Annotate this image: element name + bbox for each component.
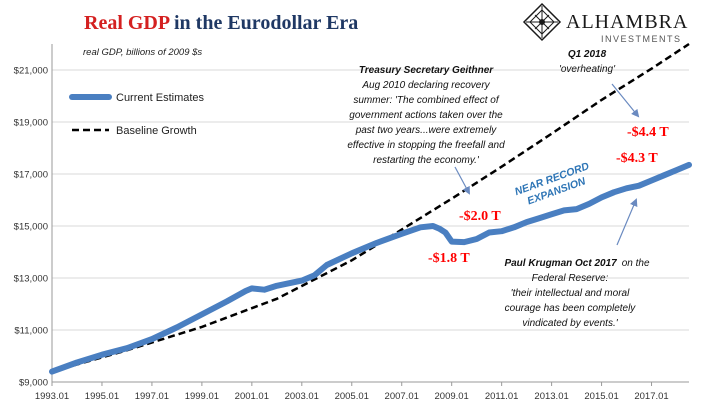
x-tick-label: 1997.01 [135, 391, 169, 402]
y-axis: $9,000 $11,000 $13,000 $15,000 $17,000 $19,00… [14, 66, 48, 389]
y-tick-label: $9,000 [19, 378, 48, 389]
q1-2018-arrow [611, 83, 640, 118]
krugman-line-1: on the [622, 258, 650, 269]
x-tick-label: 1995.01 [85, 391, 119, 402]
x-tick-label: 2007.01 [385, 391, 419, 402]
geithner-title: Treasury Secretary Geithner [359, 65, 494, 76]
x-tick-label: 2003.01 [285, 391, 319, 402]
x-tick-label: 2005.01 [335, 391, 369, 402]
chart-title: Real GDP in the Eurodollar Era [84, 12, 358, 34]
y-tick-label: $11,000 [14, 326, 48, 337]
x-tick-label: 1999.01 [185, 391, 219, 402]
x-tick-label: 2009.01 [435, 391, 469, 402]
krugman-line-3: 'their intellectual and moral [511, 288, 630, 299]
x-tick-label: 1993.01 [35, 391, 69, 402]
legend-current-label: Current Estimates [116, 92, 205, 104]
y-tick-label: $13,000 [14, 274, 48, 285]
gap-label-1-8: -$1.8 T [428, 251, 470, 266]
geithner-line-1: Aug 2010 declaring recovery [361, 80, 490, 91]
alhambra-logo-icon [522, 2, 562, 42]
krugman-line-4: courage has been completely [505, 303, 637, 314]
x-tick-label: 2017.01 [634, 391, 668, 402]
geithner-annotation: Treasury Secretary Geithner Aug 2010 dec… [347, 65, 505, 166]
gap-labels: -$2.0 T -$1.8 T -$4.4 T -$4.3 T [428, 125, 669, 266]
krugman-line-5: vindicated by events.' [522, 318, 618, 329]
krugman-arrow [616, 198, 638, 246]
current-estimates-line [49, 161, 692, 375]
y-tick-label: $17,000 [14, 170, 48, 181]
legend-baseline-label: Baseline Growth [116, 125, 197, 137]
chart-title-rest: in the Eurodollar Era [169, 12, 358, 34]
x-tick-label: 2015.01 [584, 391, 618, 402]
gap-label-2-0: -$2.0 T [459, 209, 501, 224]
geithner-line-2: summer: 'The combined effect of [353, 95, 500, 106]
geithner-arrow [454, 166, 470, 195]
near-record-expansion-label: NEAR RECORD EXPANSION [513, 160, 591, 207]
x-tick-label: 2011.01 [485, 391, 519, 402]
baseline-growth-line [51, 42, 690, 373]
krugman-title-line: Paul Krugman Oct 2017 on the [504, 258, 650, 269]
krugman-annotation: Paul Krugman Oct 2017 on the Federal Rese… [504, 258, 650, 329]
series-layer [49, 42, 692, 375]
chart-subtitle: real GDP, billions of 2009 $s [83, 47, 202, 58]
q1-2018-title: Q1 2018 [568, 49, 607, 60]
y-tick-label: $21,000 [14, 66, 48, 77]
alhambra-logo: ALHAMBRA INVESTMENTS [522, 2, 688, 44]
x-tick-label: 2001.01 [235, 391, 269, 402]
x-axis: 1993.01 1995.01 1997.01 1999.01 2001.01 2003.… [35, 382, 669, 402]
y-tick-label: $15,000 [14, 222, 48, 233]
grid-lines [52, 69, 689, 331]
q1-2018-quote: 'overheating' [559, 64, 616, 75]
geithner-line-6: restarting the economy.' [373, 155, 480, 166]
y-tick-label: $19,000 [14, 118, 48, 129]
q1-2018-annotation: Q1 2018 'overheating' [559, 49, 616, 75]
brand-tagline: INVESTMENTS [601, 34, 682, 44]
gap-label-4-4: -$4.4 T [627, 125, 669, 140]
geithner-line-5: effective in stopping the freefall and [347, 140, 505, 151]
geithner-line-3: government actions taken over the [349, 110, 503, 121]
krugman-line-2: Federal Reserve: [532, 273, 609, 284]
brand-name: ALHAMBRA [566, 11, 688, 33]
chart-title-red: Real GDP [84, 12, 170, 34]
x-tick-label: 2013.01 [534, 391, 568, 402]
krugman-title: Paul Krugman Oct 2017 [504, 258, 617, 269]
legend: Current Estimates Baseline Growth [69, 92, 205, 137]
geithner-line-4: past two years...were extremely [355, 125, 498, 136]
gap-label-4-3: -$4.3 T [616, 151, 658, 166]
